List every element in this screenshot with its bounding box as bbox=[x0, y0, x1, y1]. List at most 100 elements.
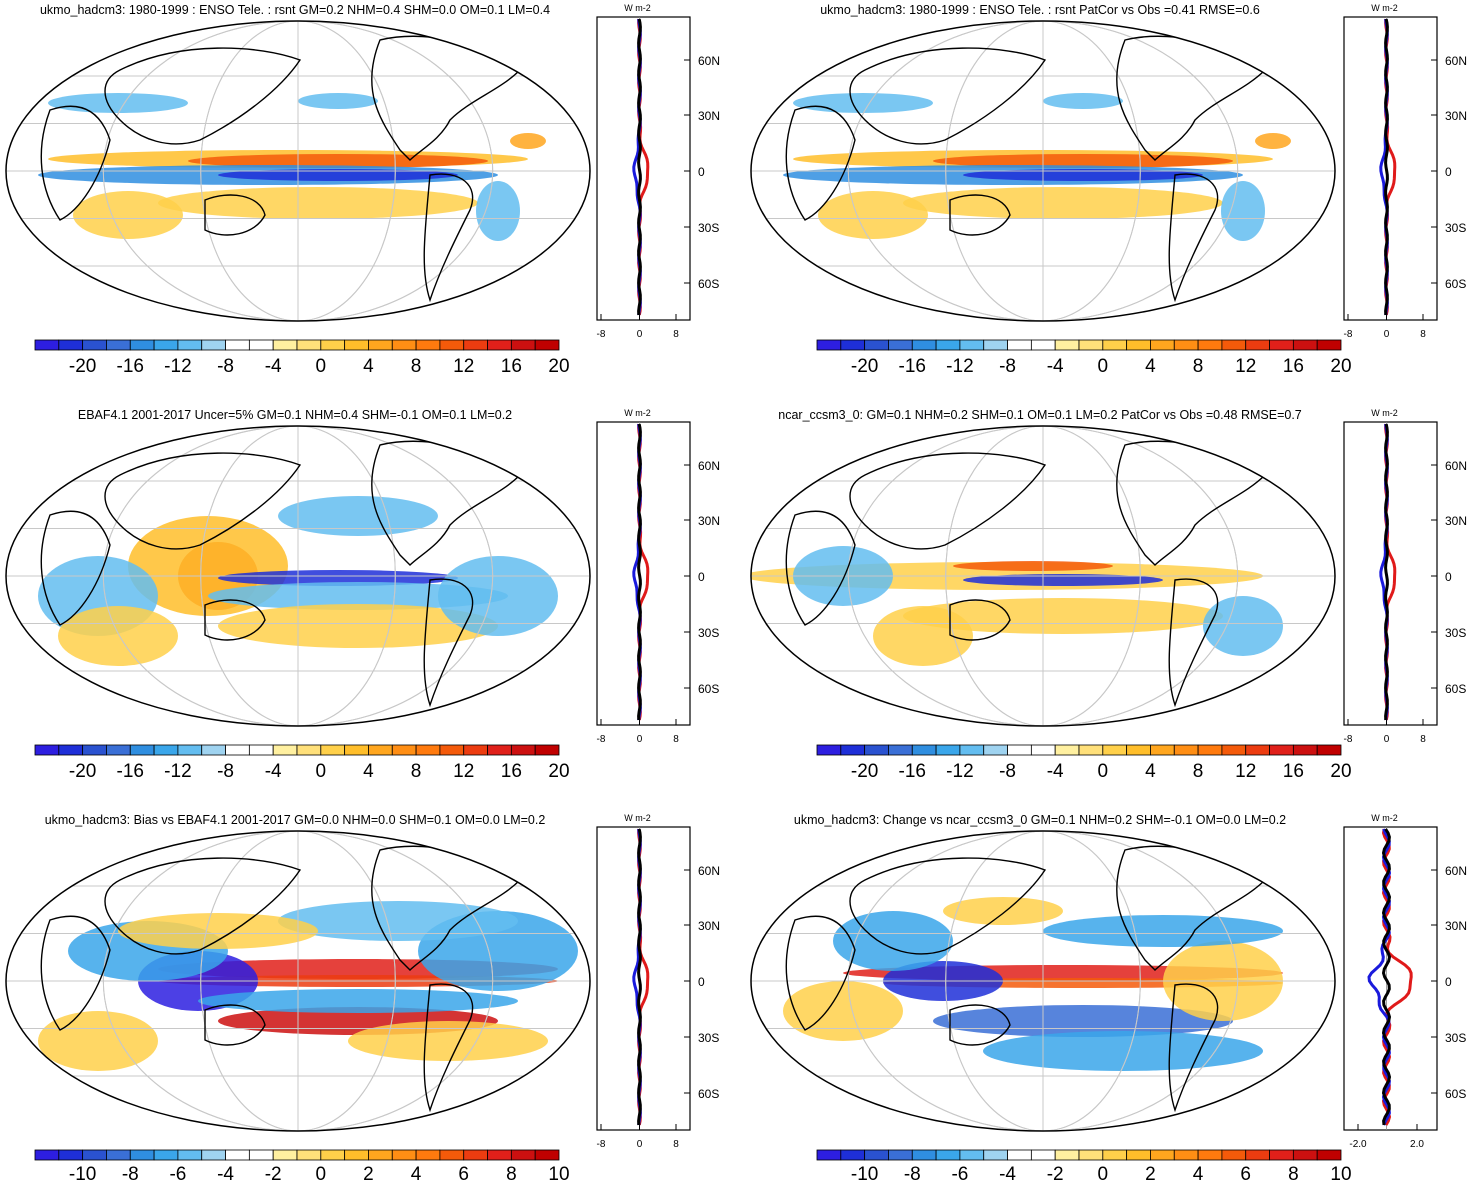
colorbar-swatch bbox=[864, 339, 889, 351]
profile-x-tick-label: 0 bbox=[1384, 734, 1390, 745]
profile-x-tick-label: -8 bbox=[597, 1139, 606, 1150]
anomaly-patch bbox=[1221, 181, 1265, 241]
colorbar-swatch bbox=[1126, 1149, 1151, 1161]
colorbar-swatch bbox=[153, 1149, 179, 1161]
profile-lat-label: 60N bbox=[698, 864, 720, 878]
colorbar-swatch bbox=[1054, 744, 1080, 756]
profile-x-tick-label: 0 bbox=[637, 734, 643, 745]
map-field bbox=[6, 831, 590, 1131]
graticule-line bbox=[945, 21, 1141, 321]
colorbar-tick-label: -16 bbox=[116, 761, 144, 782]
colorbar-swatch bbox=[153, 744, 179, 756]
colorbar-tick-label: 4 bbox=[410, 1164, 422, 1185]
colorbar-swatch bbox=[415, 1149, 441, 1161]
colorbar-tick-label: 2 bbox=[363, 1164, 374, 1185]
graticule-line bbox=[102, 426, 494, 726]
coastline bbox=[785, 915, 856, 1031]
profile-lat-label: 0 bbox=[1445, 975, 1452, 989]
colorbar-swatch bbox=[225, 1149, 250, 1161]
colorbar-swatch bbox=[1007, 339, 1032, 351]
profile-curve bbox=[1381, 828, 1392, 1126]
colorbar-swatch bbox=[510, 1149, 536, 1161]
colorbar-swatch bbox=[888, 1149, 913, 1161]
profile-frame bbox=[596, 421, 691, 726]
colorbar-tick-label: 20 bbox=[548, 356, 570, 377]
colorbar-tick-label: 4 bbox=[363, 356, 374, 377]
anomaly-patch bbox=[1203, 596, 1283, 656]
colorbar-swatch bbox=[935, 1149, 961, 1161]
colorbar-tick-label: -10 bbox=[68, 1164, 97, 1185]
colorbar-swatch bbox=[510, 744, 536, 756]
graticule-line bbox=[847, 426, 1239, 726]
profile-x-tick-label: 2.0 bbox=[1410, 1139, 1424, 1150]
colorbar-tick-label: 4 bbox=[1192, 1164, 1204, 1185]
colorbar-tick-label: 4 bbox=[363, 761, 374, 782]
colorbar-tick-label: -2 bbox=[1046, 1164, 1064, 1185]
world-map bbox=[750, 20, 1336, 322]
profile-lat-label: 60S bbox=[698, 277, 719, 291]
colorbar-tick-label: -10 bbox=[850, 1164, 879, 1185]
colorbar-swatch bbox=[34, 744, 60, 756]
colorbar-swatch bbox=[911, 744, 937, 756]
colorbar bbox=[34, 339, 560, 351]
colorbar-swatch bbox=[1126, 744, 1151, 756]
anomaly-patch bbox=[833, 911, 953, 971]
colorbar-swatch bbox=[248, 339, 274, 351]
graticule-line bbox=[200, 21, 396, 321]
colorbar-swatch bbox=[1221, 339, 1247, 351]
panel-title: EBAF4.1 2001-2017 Uncer=5% GM=0.1 NHM=0.… bbox=[77, 408, 513, 422]
colorbar-tick-label: -8 bbox=[999, 761, 1016, 782]
profile-lat-label: 0 bbox=[698, 570, 705, 584]
colorbar-tick-label: 10 bbox=[1330, 1164, 1352, 1185]
colorbar-swatch bbox=[272, 744, 298, 756]
coastline bbox=[785, 510, 856, 626]
colorbar-swatch bbox=[983, 744, 1008, 756]
colorbar-swatch bbox=[1245, 1149, 1270, 1161]
colorbar-swatch bbox=[1030, 339, 1056, 351]
profile-lat-label: 60S bbox=[698, 682, 719, 696]
panel-6: ukmo_hadcm3: Change vs ncar_ccsm3_0 GM=0… bbox=[745, 810, 1483, 1187]
graticule-line bbox=[200, 831, 396, 1131]
graticule-line bbox=[200, 426, 396, 726]
panel-1: ukmo_hadcm3: 1980-1999 : ENSO Tele. : rs… bbox=[0, 0, 740, 380]
map-field bbox=[6, 21, 590, 321]
colorbar-swatch bbox=[1126, 339, 1151, 351]
colorbar-swatch bbox=[344, 744, 369, 756]
zonal-profile: W m-2 -8 0 8 60N 30N 0 30S 60S bbox=[596, 813, 720, 1150]
colorbar-tick-label: -8 bbox=[999, 356, 1016, 377]
colorbar-swatch bbox=[487, 744, 512, 756]
coastline bbox=[785, 105, 856, 221]
colorbar-swatch bbox=[225, 744, 250, 756]
colorbar-swatch bbox=[534, 1149, 560, 1161]
anomaly-patch bbox=[158, 187, 478, 219]
coastline bbox=[949, 599, 1011, 641]
colorbar bbox=[816, 744, 1342, 756]
graticule-line bbox=[847, 21, 1239, 321]
anomaly-patch bbox=[818, 191, 928, 239]
colorbar-tick-label: 16 bbox=[1282, 761, 1304, 782]
coastline bbox=[423, 578, 474, 708]
coastline bbox=[949, 1004, 1011, 1046]
colorbar-swatch bbox=[106, 1149, 131, 1161]
colorbar-swatch bbox=[58, 744, 84, 756]
colorbar-tick-label: 0 bbox=[1097, 761, 1109, 782]
anomaly-patch bbox=[48, 93, 188, 113]
colorbar-swatch bbox=[58, 1149, 84, 1161]
colorbar-swatch bbox=[1007, 744, 1032, 756]
panel-4: ncar_ccsm3_0: GM=0.1 NHM=0.2 SHM=0.1 OM=… bbox=[745, 405, 1483, 785]
colorbar-swatch bbox=[177, 1149, 203, 1161]
colorbar-swatch bbox=[106, 339, 131, 351]
profile-units: W m-2 bbox=[624, 3, 651, 13]
anomaly-patch bbox=[983, 1031, 1263, 1071]
coastline bbox=[849, 452, 1047, 550]
colorbar-tick-label: 8 bbox=[1288, 1164, 1299, 1185]
colorbar-swatch bbox=[840, 744, 866, 756]
colorbar-swatch bbox=[1030, 1149, 1056, 1161]
colorbar bbox=[816, 1149, 1342, 1161]
profile-x-tick-label: 0 bbox=[637, 329, 643, 340]
colorbar-swatch bbox=[391, 744, 417, 756]
colorbar-swatch bbox=[463, 1149, 488, 1161]
profile-frame bbox=[1343, 421, 1438, 726]
profile-x-tick-label: -8 bbox=[1344, 329, 1353, 340]
anomaly-patch bbox=[208, 582, 508, 610]
